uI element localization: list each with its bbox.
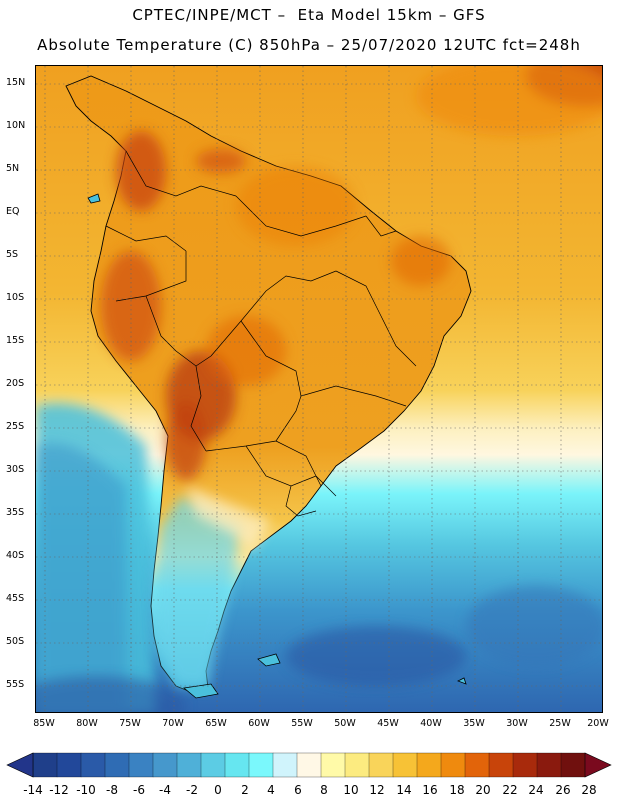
colorbar-label: 6 <box>294 783 302 797</box>
lat-label-eq: EQ <box>6 206 20 217</box>
colorbar-cell <box>488 752 514 778</box>
map-title-line-1: CPTEC/INPE/MCT – Eta Model 15km – GFS <box>132 6 486 24</box>
lon-label-45w: 45W <box>377 718 399 729</box>
colorbar-label: 22 <box>502 783 518 797</box>
colorbar-label: 0 <box>214 783 222 797</box>
lon-label-30w: 30W <box>506 718 528 729</box>
colorbar-cell <box>536 752 562 778</box>
lat-label-5s: 5S <box>6 249 19 260</box>
graticule <box>36 66 602 712</box>
lon-label-85w: 85W <box>33 718 55 729</box>
lon-label-50w: 50W <box>334 718 356 729</box>
colorbar-cell <box>152 752 178 778</box>
lon-label-20w: 20W <box>587 718 609 729</box>
lon-label-35w: 35W <box>463 718 485 729</box>
colorbar-cell <box>128 752 154 778</box>
colorbar-cell <box>248 752 274 778</box>
colorbar-cell <box>512 752 538 778</box>
colorbar-cell <box>416 752 442 778</box>
temperature-map <box>35 65 603 713</box>
colorbar-cell <box>560 752 586 778</box>
colorbar-label: 8 <box>320 783 328 797</box>
colorbar-cell <box>440 752 466 778</box>
colorbar-cell <box>320 752 346 778</box>
patagonia-cool-field <box>154 496 241 688</box>
south-atlantic-cold-patch-east <box>466 586 602 666</box>
colorbar-label: -4 <box>159 783 171 797</box>
colorbar-cell <box>368 752 394 778</box>
colorbar-label: 28 <box>581 783 597 797</box>
colorbar-label: 24 <box>528 783 544 797</box>
lon-label-70w: 70W <box>162 718 184 729</box>
colorbar-cell <box>56 752 82 778</box>
lon-label-40w: 40W <box>420 718 442 729</box>
colorbar <box>6 752 612 778</box>
colorbar-cell <box>80 752 106 778</box>
colorbar-cell <box>32 752 58 778</box>
lon-label-25w: 25W <box>549 718 571 729</box>
colorbar-label: -6 <box>133 783 145 797</box>
south-atlantic-cold-patch <box>286 626 466 686</box>
lon-label-80w: 80W <box>76 718 98 729</box>
pampas-mild-field <box>186 486 271 551</box>
colorbar-label: 10 <box>343 783 359 797</box>
map-canvas <box>36 66 602 712</box>
colorbar-label: 12 <box>369 783 385 797</box>
colorbar-cell <box>296 752 322 778</box>
hot-terrain-patches <box>101 131 451 481</box>
colorbar-cell <box>200 752 226 778</box>
colorbar-label: -10 <box>76 783 96 797</box>
colorbar-label: 18 <box>449 783 465 797</box>
colorbar-label: -14 <box>23 783 43 797</box>
lon-label-75w: 75W <box>119 718 141 729</box>
country-borders <box>105 150 417 517</box>
colorbar-cell <box>392 752 418 778</box>
colorbar-cell <box>464 752 490 778</box>
colorbar-cell <box>104 752 130 778</box>
colorbar-over-arrow <box>584 752 612 778</box>
colorbar-cell <box>176 752 202 778</box>
colorbar-label: -8 <box>106 783 118 797</box>
colorbar-cell <box>224 752 250 778</box>
lat-label-40s: 40S <box>6 550 25 561</box>
lat-label-20s: 20S <box>6 378 25 389</box>
lat-label-5n: 5N <box>6 163 20 174</box>
lat-label-10s: 10S <box>6 292 25 303</box>
colorbar-label: -12 <box>49 783 69 797</box>
lat-label-25s: 25S <box>6 421 25 432</box>
lon-label-60w: 60W <box>248 718 270 729</box>
lon-label-65w: 65W <box>205 718 227 729</box>
map-title-line-2: Absolute Temperature (C) 850hPa – 25/07/… <box>37 36 581 54</box>
islands <box>87 193 467 699</box>
lat-label-15n: 15N <box>6 77 26 88</box>
colorbar-label: 14 <box>396 783 412 797</box>
lat-label-55s: 55S <box>6 679 25 690</box>
colorbar-label: 2 <box>241 783 249 797</box>
colorbar-label: 16 <box>422 783 438 797</box>
colorbar-label: 20 <box>475 783 491 797</box>
northeast-warm-band <box>416 66 602 136</box>
lat-label-45s: 45S <box>6 593 25 604</box>
colorbar-label: 4 <box>267 783 275 797</box>
lat-label-30s: 30S <box>6 464 25 475</box>
colorbar-cell <box>344 752 370 778</box>
lat-label-10n: 10N <box>6 120 26 131</box>
southwest-cold-patch <box>36 676 186 712</box>
colorbar-label: -2 <box>186 783 198 797</box>
pacific-cold-band <box>36 443 126 712</box>
colorbar-under-arrow <box>6 752 34 778</box>
lat-label-50s: 50S <box>6 636 25 647</box>
colorbar-cell <box>272 752 298 778</box>
lat-label-15s: 15S <box>6 335 25 346</box>
lat-label-35s: 35S <box>6 507 25 518</box>
lon-label-55w: 55W <box>291 718 313 729</box>
colorbar-label: 26 <box>555 783 571 797</box>
